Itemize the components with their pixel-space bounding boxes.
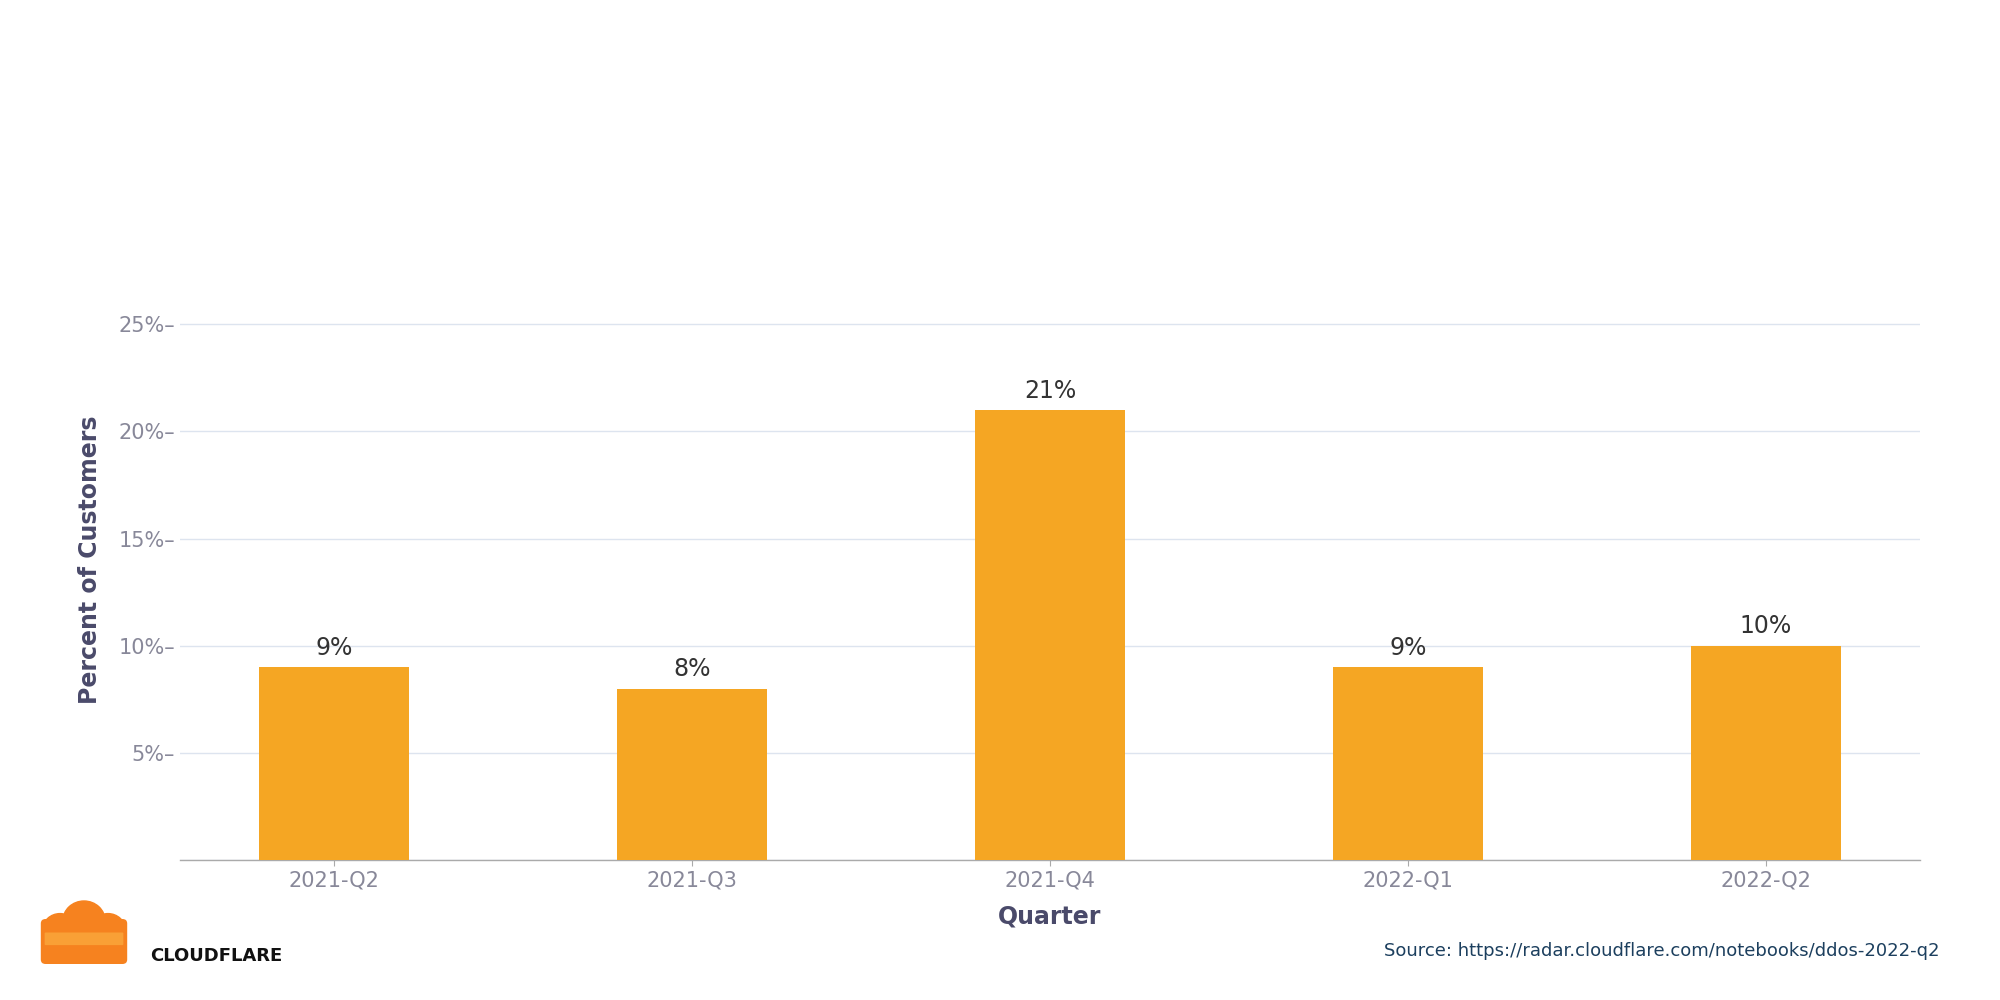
- Text: 21%: 21%: [1024, 378, 1076, 402]
- Text: CLOUDFLARE: CLOUDFLARE: [150, 947, 282, 965]
- Y-axis label: Percent of Customers: Percent of Customers: [78, 416, 102, 704]
- FancyBboxPatch shape: [40, 919, 128, 964]
- Text: Ransom DDoS Attacks & Threats by Quarter: Ransom DDoS Attacks & Threats by Quarter: [70, 78, 1378, 130]
- Bar: [260, 667, 410, 860]
- Bar: [974, 410, 1126, 860]
- Bar: [1332, 667, 1484, 860]
- Circle shape: [42, 914, 78, 946]
- Circle shape: [90, 914, 126, 946]
- Circle shape: [62, 901, 106, 941]
- Text: 10%: 10%: [1740, 614, 1792, 638]
- Bar: [616, 689, 768, 860]
- X-axis label: Quarter: Quarter: [998, 904, 1102, 928]
- Text: 8%: 8%: [674, 657, 710, 681]
- Text: Source: https://radar.cloudflare.com/notebooks/ddos-2022-q2: Source: https://radar.cloudflare.com/not…: [1384, 942, 1940, 960]
- Bar: [1690, 646, 1840, 860]
- Text: 9%: 9%: [1390, 636, 1426, 660]
- FancyBboxPatch shape: [44, 932, 124, 945]
- Text: 9%: 9%: [316, 636, 352, 660]
